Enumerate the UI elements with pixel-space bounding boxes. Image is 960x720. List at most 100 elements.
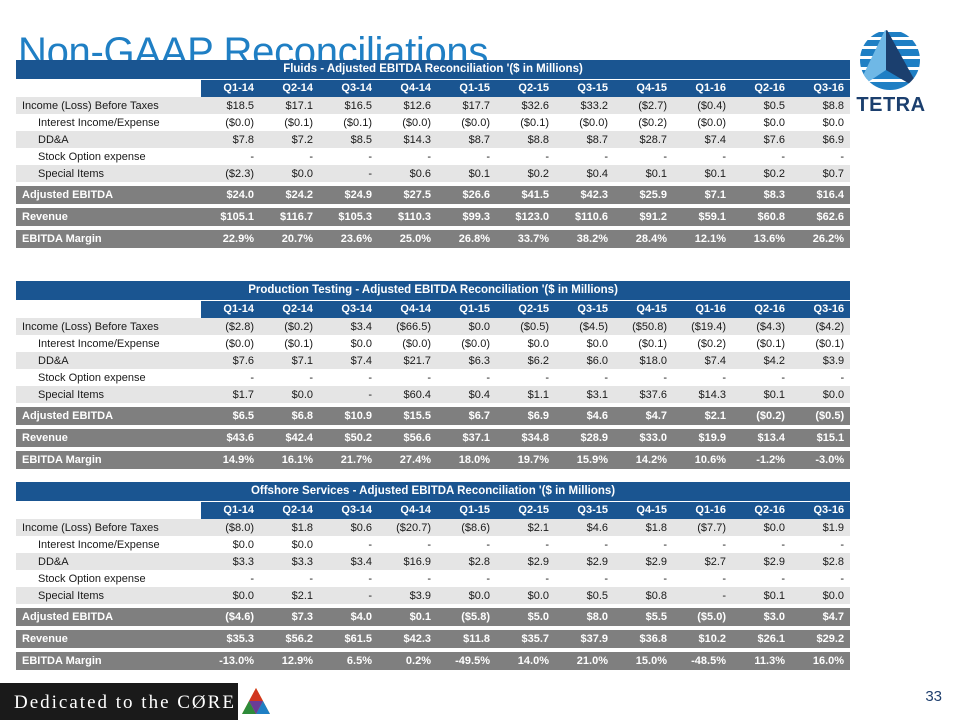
total-value: $7.3 <box>260 608 319 626</box>
row-value: ($2.8) <box>201 318 260 335</box>
row-value: - <box>791 369 851 386</box>
total-value: $6.7 <box>437 407 496 425</box>
row-value: $1.1 <box>496 386 555 403</box>
row-value: $2.9 <box>555 553 614 570</box>
table-title: Fluids - Adjusted EBITDA Reconciliation … <box>16 60 850 79</box>
row-label: Stock Option expense <box>16 369 201 386</box>
total-value: 21.0% <box>555 652 614 670</box>
total-value: -13.0% <box>201 652 260 670</box>
total-label: Revenue <box>16 630 201 648</box>
total-value: 6.5% <box>319 652 378 670</box>
row-value: ($0.0) <box>673 114 732 131</box>
column-header: Q1-16 <box>673 500 732 519</box>
column-header: Q3-16 <box>791 500 851 519</box>
total-value: 21.7% <box>319 451 378 469</box>
column-header-row: Q1-14 Q2-14 Q3-14 Q4-14 Q1-15 Q2-15 Q3-15 Q4-15… <box>16 299 851 318</box>
production-testing-reconciliation-table: Production Testing - Adjusted EBITDA Rec… <box>16 281 851 469</box>
row-value: ($0.0) <box>201 335 260 352</box>
offshore-services-reconciliation-table: Offshore Services - Adjusted EBITDA Reco… <box>16 482 851 670</box>
row-value: - <box>791 536 851 553</box>
total-value: $116.7 <box>260 208 319 226</box>
total-row: Revenue $43.6 $42.4 $50.2 $56.6 $37.1 $34.8 $28… <box>16 429 851 447</box>
table-row: Stock Option expense - - - - - - - - - - - <box>16 369 851 386</box>
total-row: EBITDA Margin 22.9% 20.7% 23.6% 25.0% 26.8% 33… <box>16 230 850 248</box>
row-value: - <box>732 148 791 165</box>
table-row: Special Items ($2.3) $0.0- $0.6 $0.1 $0.2 $0.4… <box>16 165 850 182</box>
total-value: 22.9% <box>201 230 260 248</box>
row-value: $0.6 <box>319 519 378 536</box>
row-value: - <box>319 148 378 165</box>
row-value: - <box>555 369 614 386</box>
total-label: Revenue <box>16 429 201 447</box>
total-value: $110.6 <box>555 208 614 226</box>
row-value: $4.6 <box>555 519 614 536</box>
column-header: Q4-14 <box>378 500 437 519</box>
row-value: $1.8 <box>260 519 319 536</box>
row-value: ($19.4) <box>673 318 732 335</box>
row-value: $16.9 <box>378 553 437 570</box>
total-value: $4.0 <box>319 608 378 626</box>
row-value: $7.8 <box>201 131 260 148</box>
column-header: Q2-16 <box>732 299 791 318</box>
row-value: $0.0 <box>732 519 791 536</box>
row-value: - <box>378 148 437 165</box>
row-value: ($4.5) <box>555 318 614 335</box>
column-header: Q2-15 <box>496 299 555 318</box>
row-value: ($0.2) <box>260 318 319 335</box>
row-value: - <box>555 570 614 587</box>
row-value: $0.0 <box>437 318 496 335</box>
total-value: $2.1 <box>673 407 732 425</box>
row-value: ($2.7) <box>614 97 673 114</box>
total-row: Adjusted EBITDA ($4.6) $7.3 $4.0 $0.1 ($5.8) $… <box>16 608 851 626</box>
table-row: DD&A $7.8 $7.2 $8.5 $14.3 $8.7 $8.8 $8.7 $28.7 $7… <box>16 131 850 148</box>
row-value: ($0.1) <box>614 335 673 352</box>
total-value: $105.3 <box>319 208 378 226</box>
total-value: $24.2 <box>260 186 319 204</box>
total-value: 0.2% <box>378 652 437 670</box>
total-value: $91.2 <box>614 208 673 226</box>
row-value: $0.0 <box>319 335 378 352</box>
row-value: $2.9 <box>614 553 673 570</box>
row-value: - <box>319 165 378 182</box>
row-label: DD&A <box>16 352 201 369</box>
total-value: 26.2% <box>791 230 850 248</box>
spacer-cell <box>16 604 851 608</box>
row-value: $0.0 <box>496 587 555 604</box>
row-value: $6.2 <box>496 352 555 369</box>
row-value: ($20.7) <box>378 519 437 536</box>
row-value: $0.0 <box>437 587 496 604</box>
row-label: DD&A <box>16 553 201 570</box>
footer-tagline: Dedicated to the CØRE <box>14 692 236 713</box>
total-value: $5.0 <box>496 608 555 626</box>
total-value: $99.3 <box>437 208 496 226</box>
spacer-cell <box>16 626 851 630</box>
row-label: Special Items <box>16 587 201 604</box>
total-value: $19.9 <box>673 429 732 447</box>
row-value: $60.4 <box>378 386 437 403</box>
row-value: $7.1 <box>260 352 319 369</box>
table-title: Production Testing - Adjusted EBITDA Rec… <box>16 281 851 300</box>
row-value: $14.3 <box>673 386 732 403</box>
total-value: $42.3 <box>555 186 614 204</box>
row-value: - <box>260 369 319 386</box>
total-value: $29.2 <box>791 630 851 648</box>
core-emblem-icon <box>242 688 270 714</box>
spacer-row <box>16 447 851 451</box>
column-header-blank <box>16 78 201 97</box>
row-value: $0.1 <box>614 165 673 182</box>
spacer-row <box>16 403 851 407</box>
total-value: $16.4 <box>791 186 850 204</box>
row-value: $7.2 <box>260 131 319 148</box>
row-value: - <box>378 536 437 553</box>
table-row: DD&A $7.6 $7.1 $7.4 $21.7 $6.3 $6.2 $6.0 $18.0 $7… <box>16 352 851 369</box>
total-value: $8.3 <box>732 186 791 204</box>
row-value: - <box>378 369 437 386</box>
row-value: $0.0 <box>732 114 791 131</box>
row-value: ($4.2) <box>791 318 851 335</box>
total-value: $43.6 <box>201 429 260 447</box>
column-header-blank <box>16 500 201 519</box>
row-value: - <box>791 148 850 165</box>
row-value: $4.2 <box>732 352 791 369</box>
column-header: Q1-15 <box>437 500 496 519</box>
total-value: -3.0% <box>791 451 851 469</box>
